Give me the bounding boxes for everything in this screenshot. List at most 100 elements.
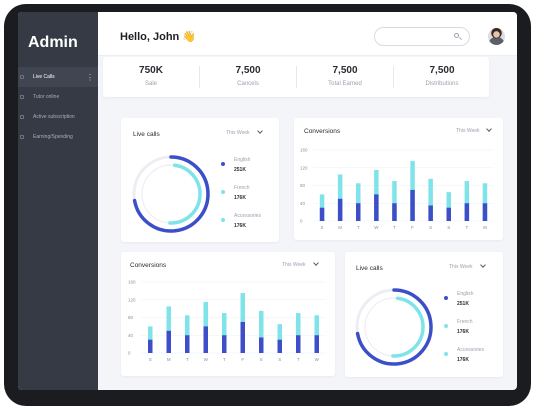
stat-value: 7,500 bbox=[429, 65, 455, 76]
sidebar-item-live-calls[interactable]: Live Calls ⋮ bbox=[18, 67, 98, 87]
phone-icon bbox=[20, 75, 24, 79]
bar-light bbox=[356, 183, 361, 221]
bar-light bbox=[259, 310, 264, 353]
donut-chart bbox=[355, 288, 433, 366]
outer-arc bbox=[355, 288, 433, 366]
donut-rings bbox=[355, 288, 433, 366]
x-tick-label: M bbox=[167, 357, 171, 362]
bar-light bbox=[277, 324, 282, 353]
x-tick-label: T bbox=[393, 225, 396, 230]
bar-light bbox=[337, 174, 343, 221]
bar-light bbox=[446, 192, 451, 221]
bar-dark bbox=[319, 207, 325, 221]
stat-label: Sale bbox=[144, 81, 157, 87]
legend-dot bbox=[444, 352, 448, 356]
legend-name: English bbox=[234, 157, 251, 163]
period-select[interactable]: This Week bbox=[282, 262, 306, 268]
x-tick-label: W bbox=[374, 225, 379, 230]
card-title: Live calls bbox=[133, 131, 160, 138]
legend-dot bbox=[444, 324, 448, 328]
x-tick-label: S bbox=[447, 225, 450, 230]
y-tick-label: 0 bbox=[300, 219, 303, 224]
x-tick-label: T bbox=[223, 357, 226, 362]
x-tick-label: S bbox=[321, 225, 324, 230]
bar-chart-content: 0 40 80 120 160 S M T W T F S S T W bbox=[128, 280, 326, 362]
stat-value: 7,500 bbox=[332, 65, 358, 76]
bar-dark bbox=[222, 335, 227, 353]
bar-dark bbox=[277, 339, 282, 353]
y-tick-label: 80 bbox=[300, 183, 306, 188]
stats-card: 750K Sale 7,500 Cancels 7,500 Total Earn… bbox=[103, 57, 489, 97]
x-tick-label: W bbox=[204, 357, 209, 362]
bar-dark bbox=[464, 203, 470, 221]
x-tick-label: T bbox=[186, 357, 189, 362]
stat-sale: 750K Sale bbox=[103, 57, 199, 97]
sidebar-item-label: Earning/Spending bbox=[33, 134, 73, 140]
legend-value: 176K bbox=[457, 357, 469, 363]
card-title: Conversions bbox=[130, 262, 167, 269]
more-options-icon[interactable]: ⋮ bbox=[86, 72, 94, 82]
legend-name: English bbox=[457, 291, 474, 297]
x-tick-label: S bbox=[278, 357, 281, 362]
bar-dark bbox=[356, 203, 361, 221]
avatar[interactable] bbox=[488, 28, 505, 45]
bar-light bbox=[392, 181, 397, 221]
x-tick-label: F bbox=[411, 225, 414, 230]
bar-light bbox=[296, 313, 301, 353]
sidebar-item-active-subscription[interactable]: Active subscription bbox=[18, 107, 98, 127]
bar-dark bbox=[337, 198, 343, 221]
x-tick-label: S bbox=[149, 357, 152, 362]
sidebar-item-tutor-online[interactable]: Tutor online bbox=[18, 87, 98, 107]
x-tick-label: T bbox=[357, 225, 360, 230]
bar-light bbox=[464, 181, 470, 221]
sidebar-item-label: Tutor online bbox=[33, 94, 60, 100]
inner-arc bbox=[168, 163, 202, 225]
bar-light bbox=[222, 313, 227, 353]
sidebar-item-earning-spending[interactable]: Earning/Spending bbox=[18, 127, 98, 147]
bar-light bbox=[185, 315, 190, 353]
conversions-card-2: Conversions This Week 0 40 80 120 160 S M T W T F S… bbox=[121, 252, 335, 376]
y-tick-label: 40 bbox=[300, 201, 306, 206]
legend-name: French bbox=[457, 319, 473, 325]
stat-label: Total Earned bbox=[328, 81, 362, 87]
x-tick-label: S bbox=[260, 357, 263, 362]
donut-chart bbox=[132, 155, 210, 233]
stat-distributions: 7,500 Distributions bbox=[394, 57, 490, 97]
search-icon[interactable] bbox=[454, 33, 459, 38]
x-tick-label: F bbox=[241, 357, 244, 362]
bar-chart: 0 40 80 120 160 S M T W T F S S T W bbox=[128, 280, 326, 362]
bar-chart: 0 40 80 120 160 S M T W T F S S T W bbox=[300, 148, 494, 230]
legend-value: 176K bbox=[234, 223, 246, 229]
wallet-icon bbox=[20, 135, 24, 139]
bar-dark bbox=[203, 326, 208, 353]
conversions-card: Conversions This Week 0 40 80 120 160 S M T W T F S… bbox=[294, 118, 503, 240]
legend-value: 176K bbox=[457, 329, 469, 335]
bar-light bbox=[482, 183, 488, 221]
x-tick-label: M bbox=[338, 225, 342, 230]
bar-dark bbox=[166, 330, 171, 353]
user-icon bbox=[20, 95, 24, 99]
outer-arc bbox=[132, 155, 210, 233]
bar-dark bbox=[259, 337, 264, 353]
period-select[interactable]: This Week bbox=[449, 264, 473, 270]
bar-dark bbox=[446, 207, 451, 221]
bar-dark bbox=[410, 189, 415, 221]
legend-value: 251K bbox=[234, 167, 246, 173]
stat-value: 750K bbox=[139, 65, 163, 76]
period-select[interactable]: This Week bbox=[226, 130, 250, 136]
bar-dark bbox=[296, 335, 301, 353]
divider bbox=[199, 66, 200, 88]
divider bbox=[393, 66, 394, 88]
stat-label: Distributions bbox=[425, 81, 459, 87]
legend-dot bbox=[221, 190, 225, 194]
search-input[interactable] bbox=[374, 27, 470, 46]
bar-dark bbox=[314, 335, 319, 353]
legend-dot bbox=[221, 218, 225, 222]
legend-name: French bbox=[234, 185, 250, 191]
x-tick-label: W bbox=[483, 225, 488, 230]
y-tick-label: 80 bbox=[128, 315, 134, 320]
sidebar-item-label: Active subscription bbox=[33, 114, 75, 120]
x-tick-label: S bbox=[429, 225, 432, 230]
legend-name: Accessories bbox=[457, 347, 484, 353]
period-select[interactable]: This Week bbox=[456, 128, 480, 134]
